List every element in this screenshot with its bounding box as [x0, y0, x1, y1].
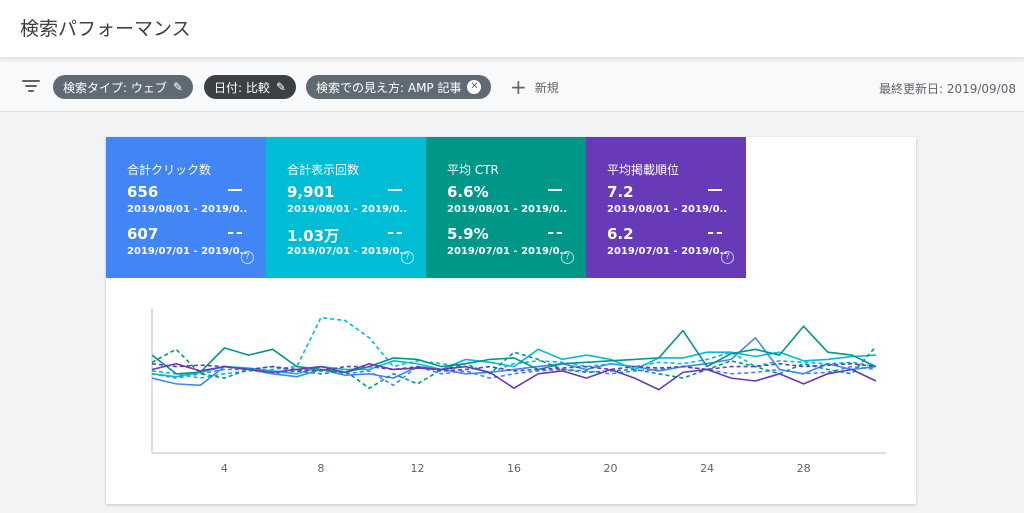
tick-layer: 4 8 12 16 20 24 28	[221, 462, 811, 475]
series-line-6	[151, 362, 877, 391]
metric-prev-range: 2019/07/01 - 2019/0...	[127, 246, 247, 257]
chip-search-appearance[interactable]: 検索での見え方: AMP 記事 ✕	[306, 75, 492, 99]
header-bar: 検索パフォーマンス	[0, 0, 1024, 58]
chip-label: 検索タイプ: ウェブ	[63, 80, 167, 95]
solid-line-legend	[548, 189, 562, 191]
series-line-7	[151, 362, 877, 372]
metric-prev-range: 2019/07/01 - 2019/0...	[287, 246, 407, 257]
dashed-line-legend	[388, 232, 402, 234]
metric-prev-value: 6.2	[607, 225, 634, 243]
x-tick-label: 12	[410, 462, 424, 475]
series-line-4	[151, 325, 877, 375]
plus-icon: +	[510, 75, 527, 99]
metric-value: 656	[127, 183, 159, 201]
x-tick-label: 8	[317, 462, 324, 475]
metric-impressions[interactable]: 合計表示回数 9,901 2019/08/01 - 2019/0... 1.03…	[266, 137, 426, 278]
metric-title: 合計表示回数	[287, 163, 360, 177]
metric-prev-range: 2019/07/01 - 2019/0...	[607, 246, 727, 257]
chip-date[interactable]: 日付: 比較 ✎	[204, 75, 296, 99]
x-tick-label: 16	[507, 462, 521, 475]
metric-value: 6.6%	[447, 183, 489, 201]
series-layer	[151, 316, 877, 391]
metric-prev-value: 5.9%	[447, 225, 489, 243]
performance-chart: 4 8 12 16 20 24 28	[151, 309, 886, 475]
dashed-line-legend	[228, 232, 242, 234]
filter-icon[interactable]	[22, 78, 40, 94]
last-updated: 最終更新日: 2019/09/08	[878, 82, 1016, 96]
solid-line-legend	[388, 189, 402, 191]
solid-line-legend	[708, 189, 722, 191]
metric-prev-range: 2019/07/01 - 2019/0...	[447, 246, 567, 257]
metric-value: 9,901	[287, 183, 335, 201]
chip-search-type[interactable]: 検索タイプ: ウェブ ✎	[53, 75, 193, 99]
metric-title: 合計クリック数	[127, 163, 212, 177]
chip-label: 日付: 比較	[214, 80, 270, 95]
metric-ctr[interactable]: 平均 CTR 6.6% 2019/08/01 - 2019/0... 5.9% …	[426, 137, 586, 278]
dashed-line-legend	[708, 232, 722, 234]
help-icon[interactable]: ?	[241, 251, 254, 264]
x-tick-label: 28	[797, 462, 811, 475]
filter-bar: 検索タイプ: ウェブ ✎ 日付: 比較 ✎ 検索での見え方: AMP 記事 ✕ …	[0, 62, 1024, 112]
dashed-line-legend	[548, 232, 562, 234]
performance-card: 合計クリック数 656 2019/08/01 - 2019/0... 607 2…	[106, 137, 916, 504]
new-filter-label: 新規	[534, 80, 559, 95]
pencil-icon[interactable]: ✎	[172, 80, 183, 94]
help-icon[interactable]: ?	[401, 251, 414, 264]
metric-clicks[interactable]: 合計クリック数 656 2019/08/01 - 2019/0... 607 2…	[106, 137, 266, 278]
metric-title: 平均掲載順位	[607, 163, 680, 177]
help-icon[interactable]: ?	[721, 251, 734, 264]
metric-range: 2019/08/01 - 2019/0...	[447, 204, 567, 215]
close-circle-icon[interactable]: ✕	[467, 80, 482, 94]
new-filter-button[interactable]: + 新規	[510, 75, 559, 99]
chip-label: 検索での見え方: AMP 記事	[316, 80, 462, 95]
x-tick-label: 20	[604, 462, 618, 475]
pencil-icon[interactable]: ✎	[275, 80, 286, 94]
series-line-3	[151, 316, 877, 379]
metric-range: 2019/08/01 - 2019/0...	[607, 204, 727, 215]
series-line-1	[151, 365, 877, 387]
metric-prev-value: 607	[127, 225, 159, 243]
metric-value: 7.2	[607, 183, 634, 201]
metric-title: 平均 CTR	[447, 163, 499, 177]
help-icon[interactable]: ?	[561, 251, 574, 264]
x-tick-label: 4	[221, 462, 228, 475]
metric-prev-value: 1.03万	[287, 227, 340, 245]
page-title: 検索パフォーマンス	[20, 18, 191, 40]
x-tick-label: 24	[700, 462, 714, 475]
metric-range: 2019/08/01 - 2019/0...	[287, 204, 407, 215]
metric-position[interactable]: 平均掲載順位 7.2 2019/08/01 - 2019/0... 6.2 20…	[586, 137, 746, 278]
metric-range: 2019/08/01 - 2019/0...	[127, 204, 247, 215]
series-line-2	[151, 348, 877, 378]
solid-line-legend	[228, 189, 242, 191]
